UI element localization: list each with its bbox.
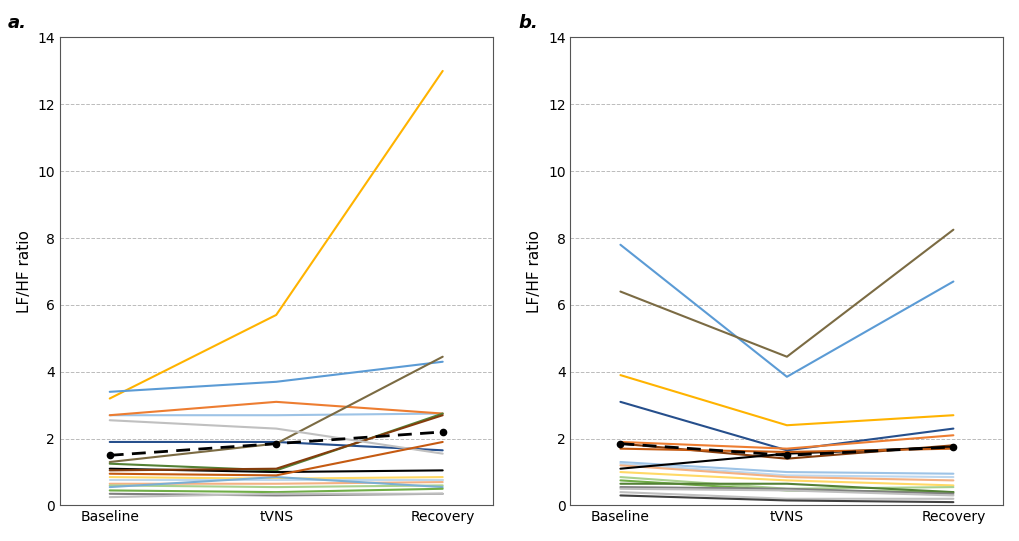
Y-axis label: LF/HF ratio: LF/HF ratio bbox=[16, 230, 32, 313]
Y-axis label: LF/HF ratio: LF/HF ratio bbox=[527, 230, 542, 313]
Text: b.: b. bbox=[518, 14, 538, 32]
Text: a.: a. bbox=[8, 14, 26, 32]
